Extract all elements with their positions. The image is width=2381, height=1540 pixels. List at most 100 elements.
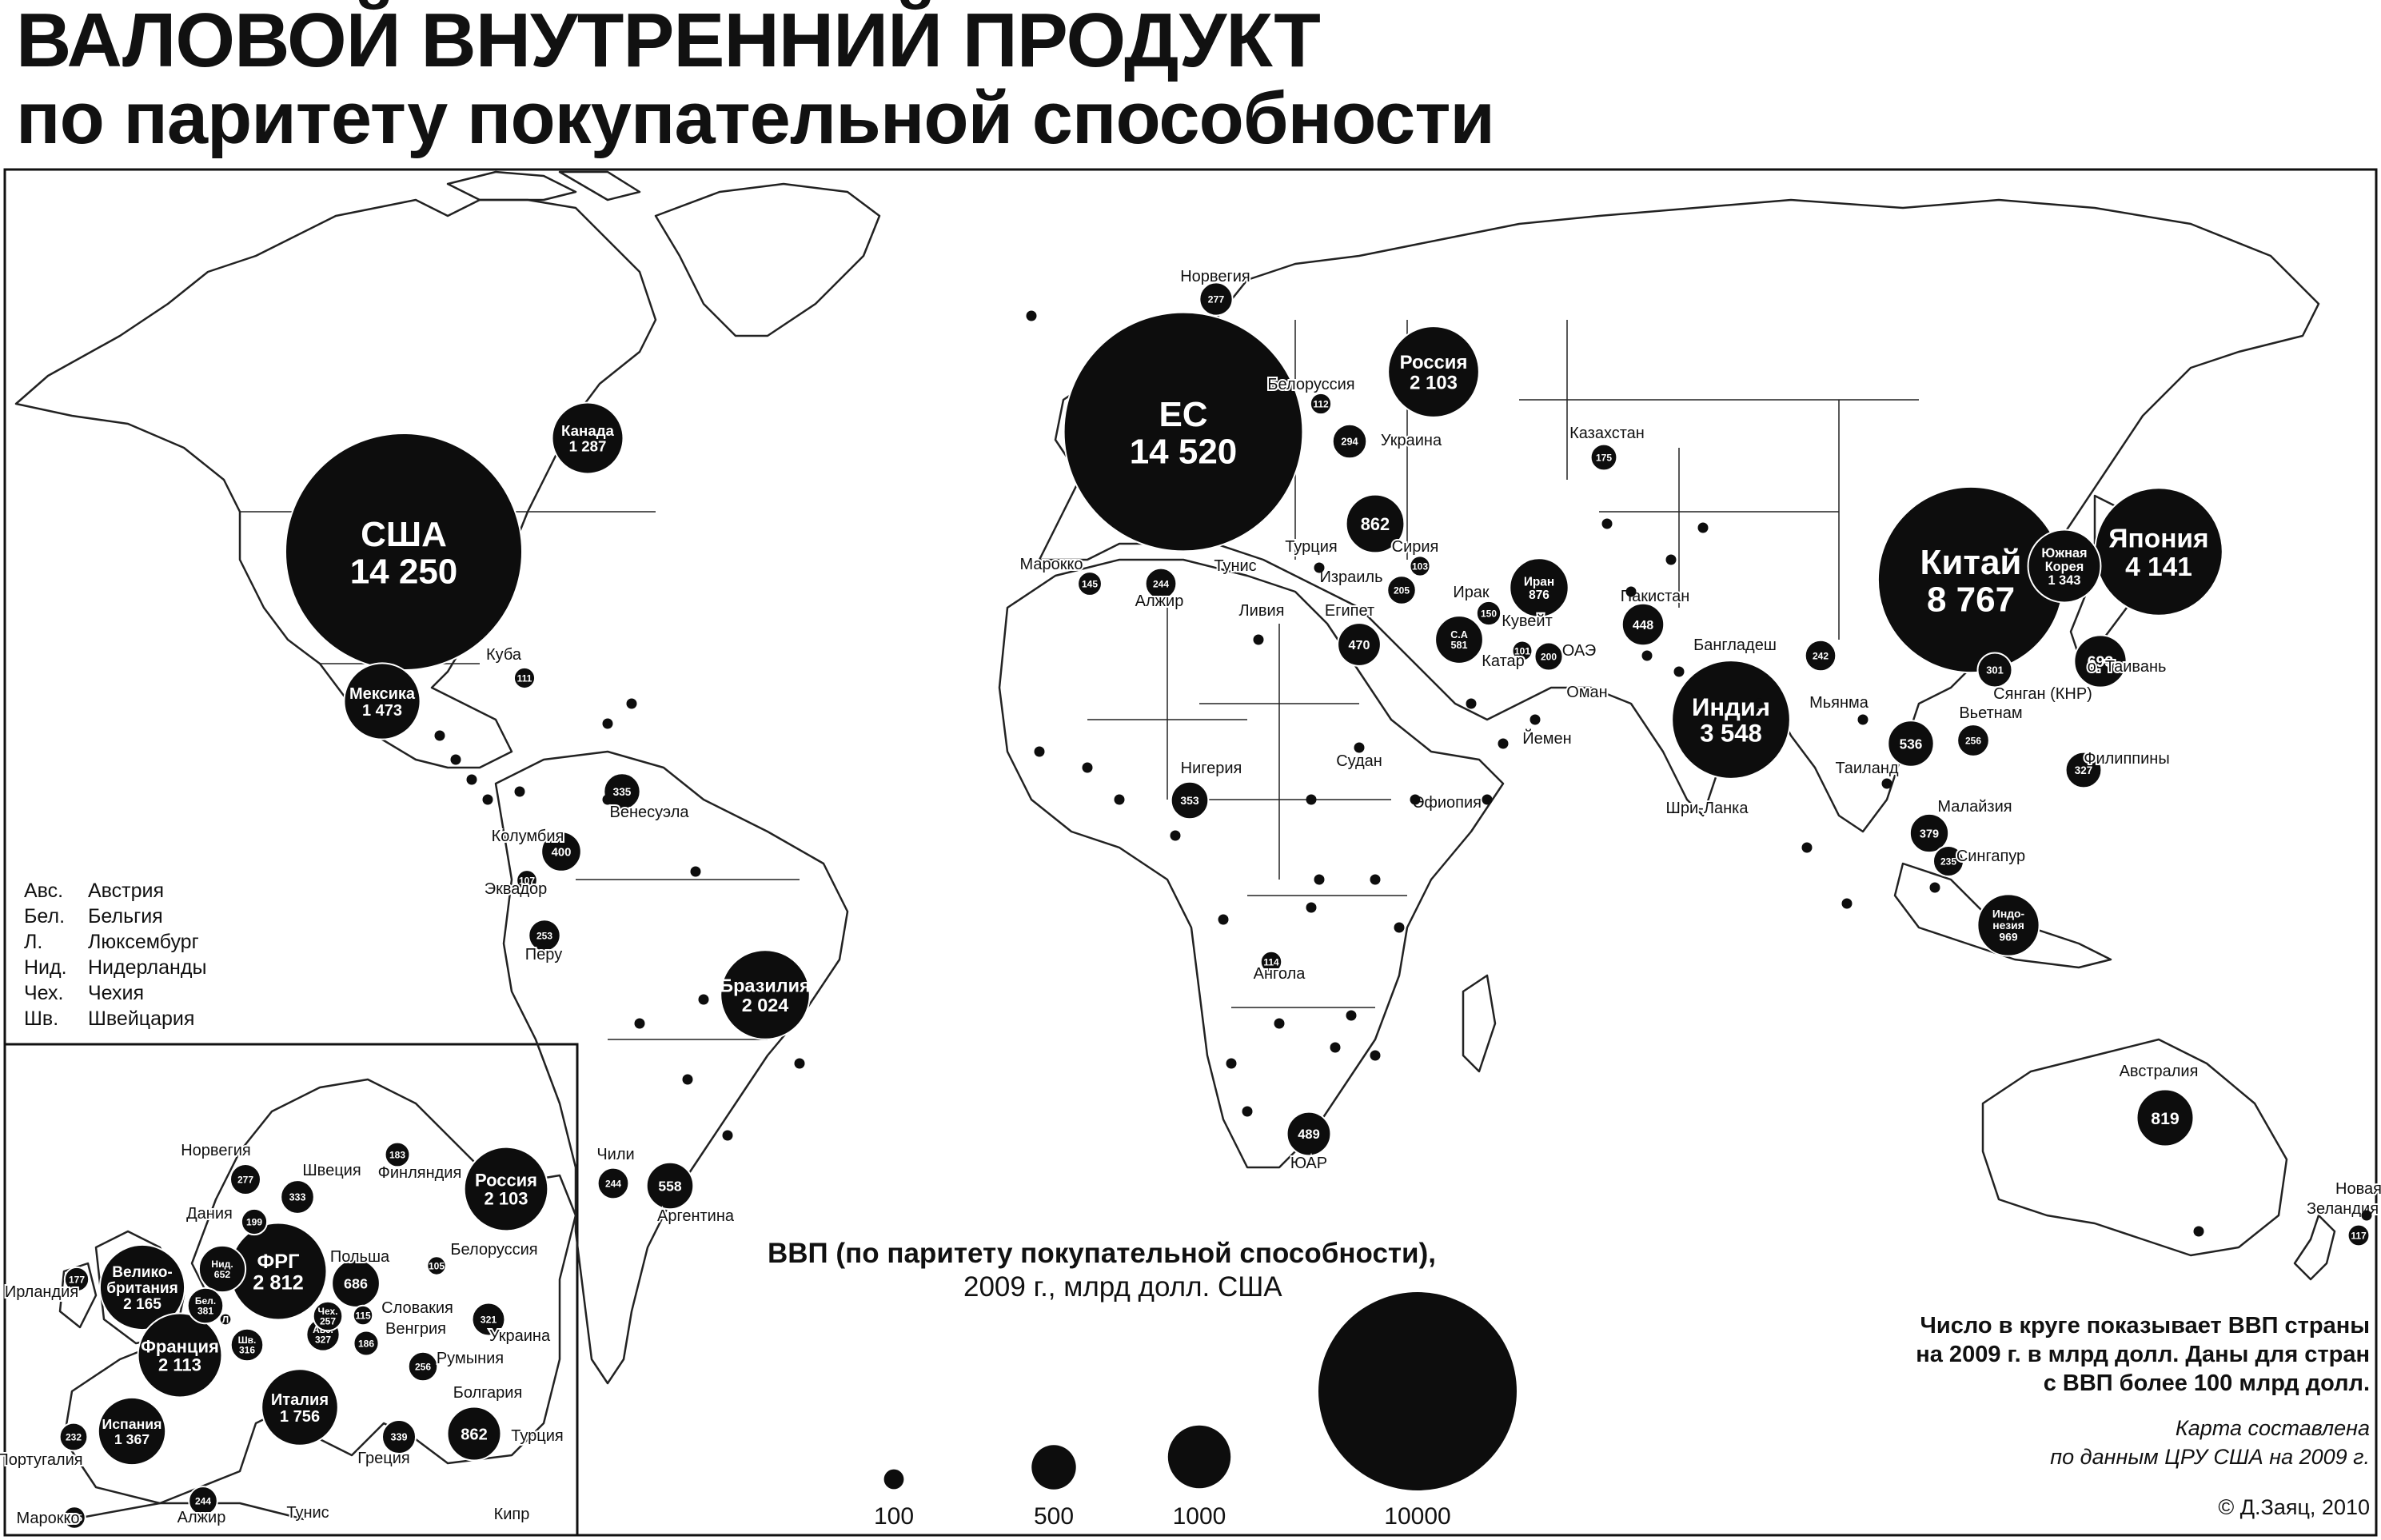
inset-label-финляндия: Финляндия — [378, 1164, 462, 1182]
country-labels: Норвегия Белоруссия Украина Казахстан Турция… — [483, 266, 2381, 1227]
inset-label-турция: Турция — [511, 1427, 563, 1445]
gdp-circle-label: 205 — [1394, 584, 1410, 596]
gdp-circle-юар: 489 — [1286, 1111, 1332, 1157]
gdp-circle-label: 199 — [246, 1216, 262, 1227]
abbr-value: Австрия — [88, 880, 165, 902]
gdp-circle-shape — [1956, 724, 1990, 757]
small-gdp-dot — [1306, 902, 1317, 913]
abbr-row: Шв. Швейцария — [24, 1007, 194, 1031]
gdp-circle-label: 339 — [390, 1432, 407, 1443]
abbr-value: Швейцария — [88, 1007, 195, 1030]
gdp-circle-label: Франция — [141, 1337, 219, 1357]
gdp-circle-label: 1 756 — [280, 1408, 320, 1426]
gdp-circle-shape — [1887, 720, 1935, 768]
gdp-circle-label: 400 — [552, 846, 572, 859]
country-label-сянган-кнр: Сянган (КНР) — [1993, 685, 2092, 703]
gdp-circle-label: 117 — [2351, 1230, 2367, 1241]
country-label-новая: Новая — [2335, 1180, 2381, 1198]
gdp-circle-label: 112 — [1313, 398, 1329, 409]
gdp-circle-shape — [229, 1327, 265, 1362]
gdp-circle-label: Россия — [475, 1171, 537, 1191]
gdp-circle-марокко: 145 — [1077, 571, 1103, 596]
gdp-circle-shape — [229, 1163, 261, 1195]
inset-label-тунис: Тунис — [286, 1504, 329, 1522]
gdp-circle-shape — [280, 1179, 315, 1215]
small-gdp-dot — [1082, 762, 1093, 773]
small-gdp-dot — [1625, 586, 1637, 597]
gdp-circle-ирландия: 177 — [63, 1266, 90, 1293]
gdp-circle-shape — [312, 1300, 344, 1332]
country-label-катар: Катар — [1482, 652, 1525, 670]
country-label-бангладеш: Бангладеш — [1693, 636, 1777, 654]
small-gdp-dot — [1673, 666, 1685, 677]
small-gdp-dots — [434, 310, 2372, 1237]
inset-label-словакия: Словакия — [381, 1299, 453, 1317]
gdp-circle-shape — [1259, 950, 1283, 974]
small-gdp-dot — [634, 1018, 645, 1029]
south-america-outline — [494, 750, 849, 1385]
gdp-circle-label: 819 — [2151, 1109, 2180, 1128]
gdp-circle-швейцария: Шв.316 — [229, 1327, 265, 1362]
gdp-circle-label: незия — [1992, 919, 2024, 932]
gdp-circle-label: С.А — [1450, 629, 1468, 640]
gdp-circle-label: 257 — [320, 1316, 336, 1327]
gdp-circle-label: 321 — [481, 1315, 497, 1326]
gdp-circle-shape — [240, 1207, 269, 1236]
gdp-circle-shape — [1170, 780, 1210, 820]
gdp-circle-дания: 199 — [240, 1207, 269, 1236]
gdp-circle-shape — [1387, 325, 1480, 418]
gdp-circle-label: Иран — [1524, 576, 1554, 589]
legend-subtitle: 2009 г., млрд долл. США — [963, 1271, 1282, 1303]
gdp-circle-вьетнам: 256 — [1956, 724, 1990, 757]
gdp-circle-турция: 862 — [1345, 493, 1406, 554]
gdp-circle-shape — [261, 1368, 339, 1446]
country-label-вьетнам: Вьетнам — [1959, 704, 2022, 722]
gdp-circle-label: ЕС — [1159, 395, 1207, 434]
gdp-circle-shape — [98, 1243, 186, 1331]
abbr-row: Авс. Австрия — [24, 880, 164, 903]
small-gdp-dot — [1314, 562, 1325, 573]
small-gdp-dot — [1226, 1058, 1237, 1069]
gdp-circle-shape — [2073, 634, 2128, 688]
inset-label-ирландия: Ирландия — [5, 1283, 78, 1301]
country-label-судан: Судан — [1336, 752, 1382, 770]
gdp-circle-shape — [1976, 652, 2013, 688]
note-line: на 2009 г. в млрд долл. Даны для стран — [1916, 1342, 2370, 1367]
country-label-марокко: Марокко — [1019, 556, 1083, 573]
gdp-circle-label: 353 — [1180, 794, 1199, 807]
legend-circle-shape — [1167, 1425, 1231, 1489]
country-label-австралия: Австралия — [2120, 1063, 2199, 1080]
country-label-куба: Куба — [486, 646, 522, 664]
inset-label-португалия: Португалия — [0, 1451, 83, 1469]
gdp-circle-label: Южная — [2041, 546, 2087, 561]
madagascar-outline — [1462, 974, 1497, 1073]
small-gdp-dot — [1034, 746, 1045, 757]
small-gdp-dot — [2361, 1210, 2372, 1221]
abbr-key: Бел. — [24, 905, 66, 928]
eurasia-outline — [1038, 198, 2320, 833]
small-gdp-dot — [1026, 310, 1037, 321]
map-subtitle: по паритету покупательной способности — [16, 78, 1495, 159]
gdp-circle-shape — [1144, 567, 1178, 600]
map-title: ВАЛОВОЙ ВНУТРЕННИЙ ПРОДУКТ — [16, 0, 1321, 83]
gdp-circle-shape — [426, 1255, 447, 1276]
gdp-circle-label: 105 — [429, 1260, 445, 1271]
country-label-ливия: Ливия — [1239, 602, 1285, 620]
legend-size-label: 100 — [874, 1503, 914, 1530]
country-label-израиль: Израиль — [1319, 569, 1382, 586]
gdp-circle-label: 327 — [2075, 764, 2092, 776]
note-line: с ВВП более 100 млрд долл. — [2043, 1370, 2370, 1396]
small-gdp-dot — [1346, 1010, 1357, 1021]
gdp-circle-shape — [2136, 1088, 2195, 1147]
gdp-circle-венгрия: 186 — [353, 1330, 380, 1357]
country-label-норвегия: Норвегия — [1180, 268, 1250, 285]
gdp-circle-label: 327 — [315, 1335, 331, 1346]
gdp-circle-shape — [1533, 641, 1564, 672]
gdp-circle-label: 1 473 — [362, 702, 402, 720]
gdp-circle-польша: 686 — [331, 1259, 381, 1308]
gdp-circle-label: 256 — [1965, 735, 1981, 746]
small-gdp-dot — [450, 754, 461, 765]
gdp-circle-катар: 101 — [1511, 640, 1533, 662]
